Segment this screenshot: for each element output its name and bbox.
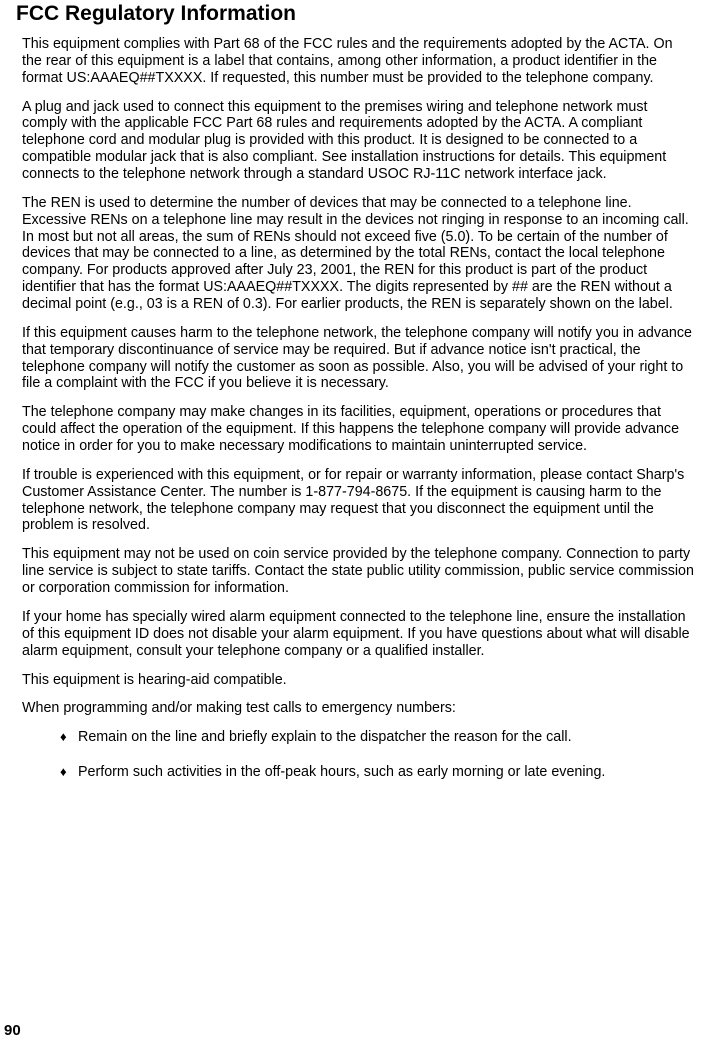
paragraph: If this equipment causes harm to the tel… (16, 325, 696, 392)
paragraph: If trouble is experienced with this equi… (16, 467, 696, 534)
paragraph: The telephone company may make changes i… (16, 404, 696, 455)
paragraph: This equipment is hearing-aid compatible… (16, 672, 696, 689)
paragraph: When programming and/or making test call… (16, 700, 696, 717)
paragraph: This equipment may not be used on coin s… (16, 546, 696, 597)
paragraph: The REN is used to determine the number … (16, 195, 696, 313)
paragraph: A plug and jack used to connect this equ… (16, 99, 696, 183)
bullet-item: Remain on the line and briefly explain t… (16, 729, 696, 746)
paragraph: If your home has specially wired alarm e… (16, 609, 696, 660)
bullet-item: Perform such activities in the off-peak … (16, 764, 696, 781)
page-number: 90 (4, 1022, 21, 1039)
paragraph: This equipment complies with Part 68 of … (16, 36, 696, 87)
page-container: FCC Regulatory Information This equipmen… (0, 0, 712, 782)
page-title: FCC Regulatory Information (16, 2, 696, 26)
bullet-list: Remain on the line and briefly explain t… (16, 729, 696, 781)
